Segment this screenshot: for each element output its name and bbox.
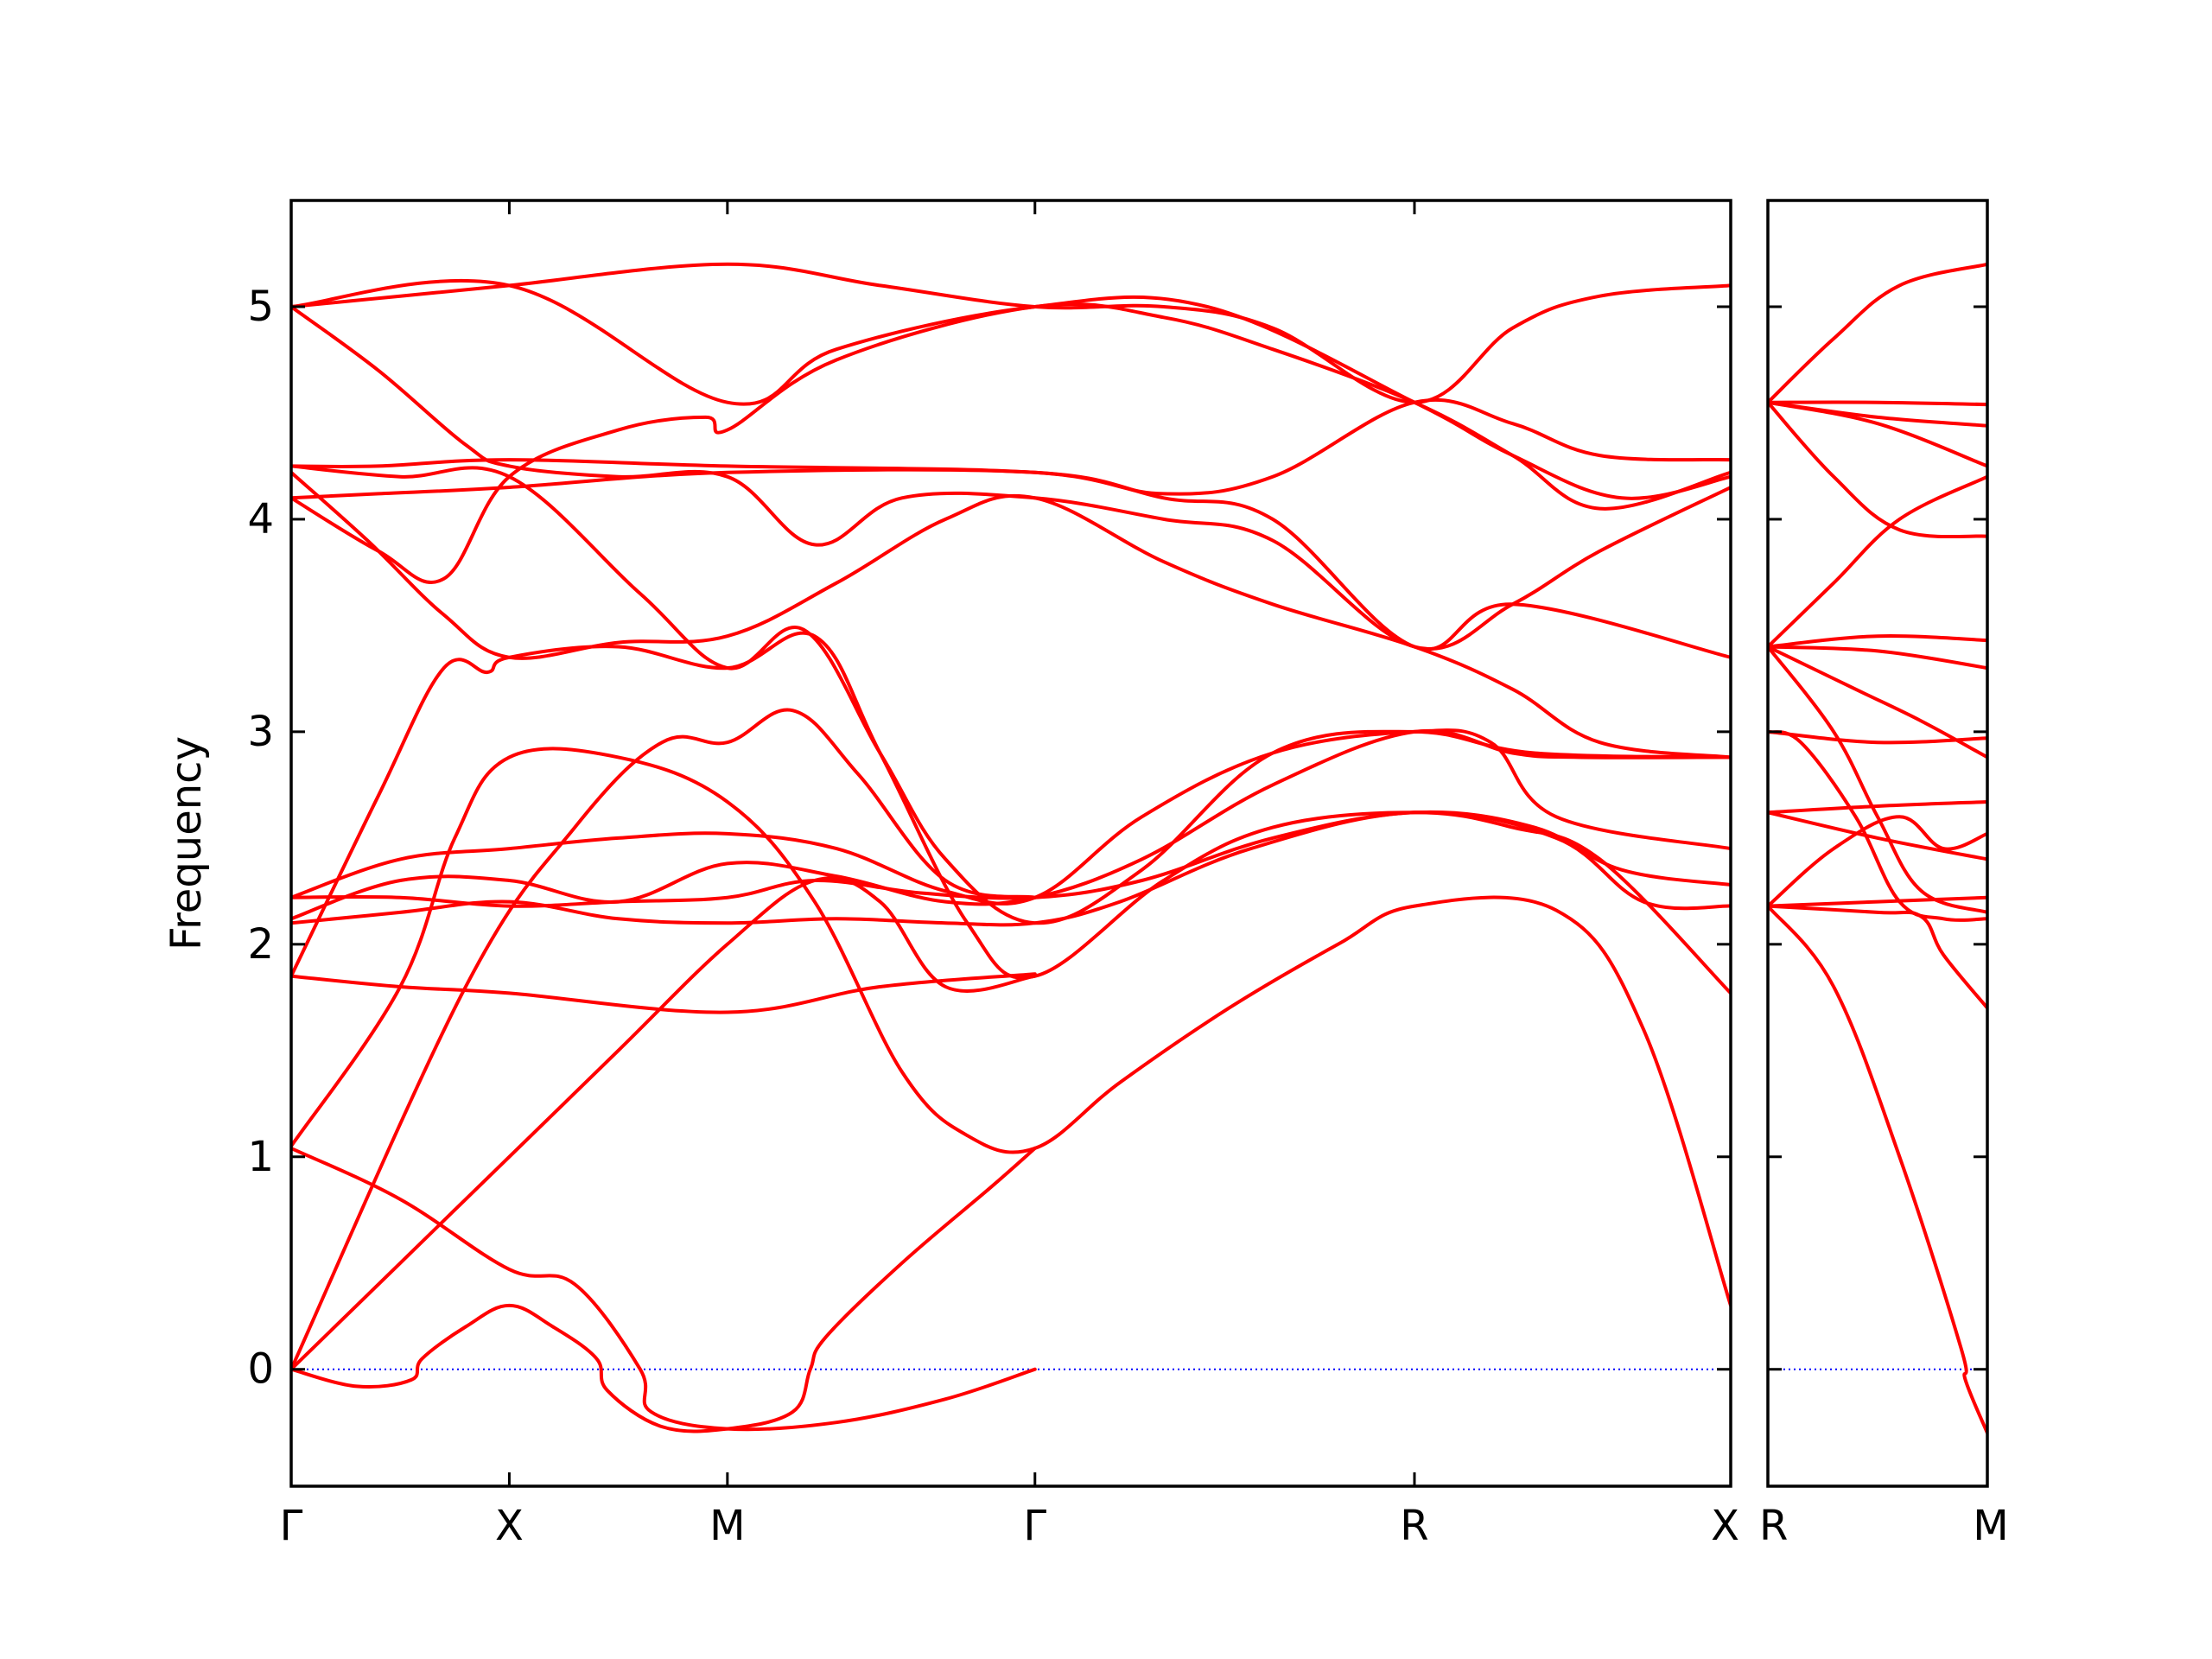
x-tick-label: R — [1759, 1502, 1788, 1550]
band-line — [291, 631, 1731, 995]
plot-frame — [1766, 199, 1989, 1488]
band-line — [291, 876, 1037, 1371]
band-line — [1768, 810, 1987, 861]
band-line — [1768, 904, 1987, 1435]
band-line — [1768, 729, 1987, 922]
band-line — [1768, 645, 1987, 914]
x-tick-label: M — [1973, 1502, 2008, 1550]
bands-group — [1768, 262, 1987, 1435]
band-line — [291, 278, 1731, 500]
band-line — [1768, 645, 1987, 760]
band-line — [1768, 895, 1987, 908]
band-line — [1768, 474, 1987, 649]
band-line — [291, 728, 1731, 906]
x-tick-label: M — [709, 1502, 745, 1550]
band-line — [1768, 400, 1987, 539]
band-line — [291, 305, 1731, 651]
band-line — [291, 464, 1731, 925]
plot-frame — [289, 199, 1732, 1488]
y-tick-label: 2 — [247, 920, 274, 969]
band-line — [291, 810, 1731, 927]
band-line — [1768, 400, 1987, 407]
y-tick-label: 0 — [247, 1345, 274, 1394]
band-line — [1768, 634, 1987, 649]
x-tick-label: Γ — [280, 1502, 303, 1550]
band-line — [291, 302, 1731, 585]
band-line — [291, 470, 1731, 760]
band-line — [1768, 800, 1987, 815]
band-line — [291, 467, 1731, 659]
band-line — [291, 747, 1731, 1307]
band-line — [291, 1146, 1037, 1432]
x-tick-label: Γ — [1023, 1502, 1046, 1550]
x-tick-label: X — [1711, 1502, 1739, 1550]
band-line — [1768, 645, 1987, 671]
band-line — [291, 1146, 1037, 1433]
band-line — [291, 708, 1037, 1371]
x-tick-label: R — [1400, 1502, 1428, 1550]
band-line — [1768, 262, 1987, 404]
y-axis-label: Frequency — [162, 736, 211, 950]
y-tick-label: 4 — [247, 495, 274, 543]
main-panel: 0 1 2 3 4 5 Γ X M Γ R X — [247, 199, 1739, 1550]
y-tick-label: 5 — [247, 283, 274, 331]
bands-group — [291, 262, 1731, 1433]
x-tick-label: X — [495, 1502, 524, 1550]
band-line — [1768, 400, 1987, 468]
y-tick-label: 3 — [247, 708, 274, 756]
band-line — [291, 972, 1037, 1014]
band-line — [1768, 815, 1987, 908]
y-tick-label: 1 — [247, 1133, 274, 1181]
band-line — [291, 810, 1731, 908]
